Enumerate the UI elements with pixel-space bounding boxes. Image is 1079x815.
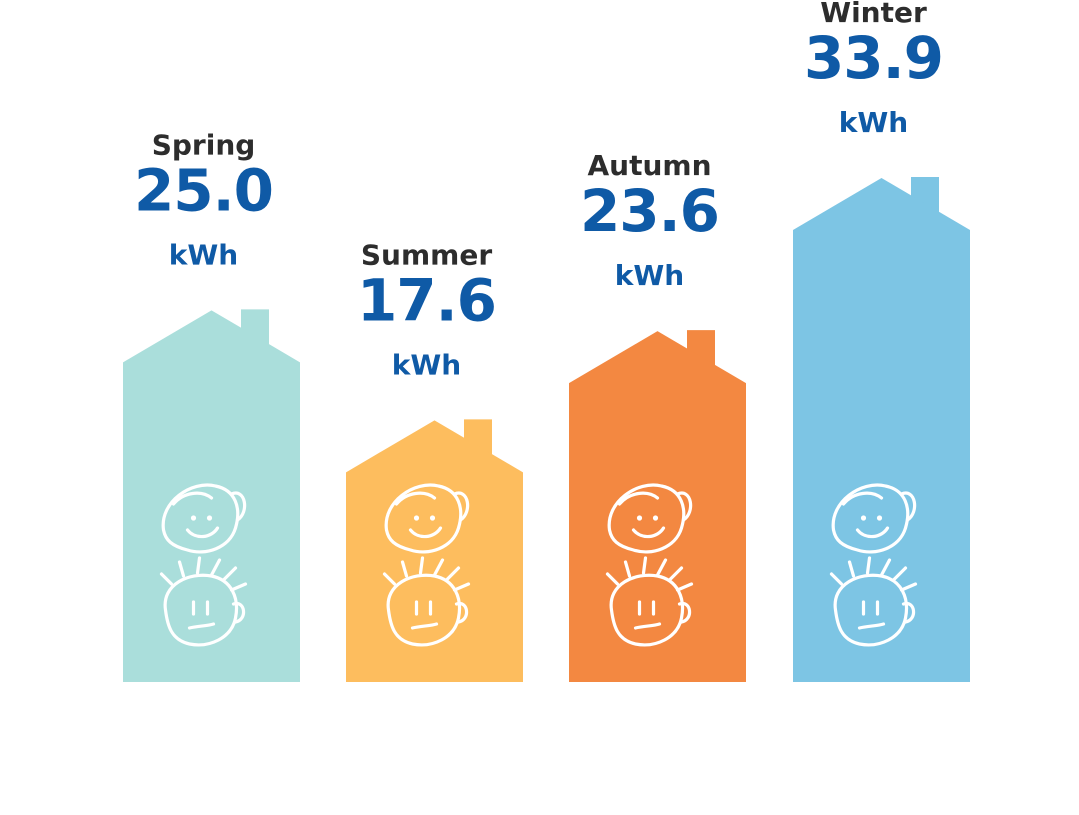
- category-label: Spring: [152, 128, 256, 161]
- bars-group: [123, 177, 970, 682]
- house-bar: [569, 331, 746, 682]
- chimney: [687, 330, 715, 367]
- value-label: 33.9: [804, 24, 943, 92]
- value-label: 17.6: [357, 266, 496, 334]
- house-bar: [793, 178, 970, 682]
- bar-spring: [123, 309, 300, 682]
- chimney: [911, 177, 939, 214]
- value-label: 23.6: [580, 177, 719, 245]
- family-faces-icon: [159, 483, 248, 647]
- category-label: Winter: [820, 0, 927, 29]
- unit-label: kWh: [615, 259, 684, 292]
- chimney: [241, 309, 269, 347]
- family-faces-icon: [605, 483, 694, 647]
- family-faces-icon: [829, 483, 918, 647]
- unit-label: kWh: [169, 238, 238, 271]
- category-label: Autumn: [587, 149, 711, 182]
- bar-summer: [346, 419, 523, 682]
- unit-label: kWh: [392, 348, 461, 381]
- value-label: 25.0: [134, 156, 273, 224]
- unit-label: kWh: [839, 106, 908, 139]
- family-faces-icon: [382, 483, 471, 647]
- bar-autumn: [569, 330, 746, 682]
- category-label: Summer: [361, 238, 492, 271]
- bar-winter: [793, 177, 970, 682]
- chimney: [464, 419, 492, 457]
